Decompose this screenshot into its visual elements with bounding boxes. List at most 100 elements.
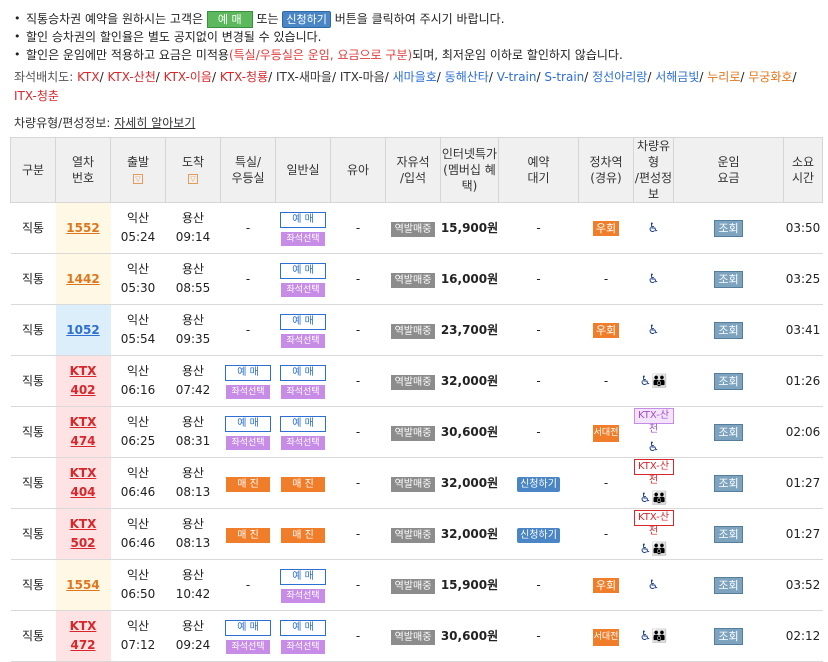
header-stop: 정차역(경유): [579, 138, 634, 203]
select-seat-button[interactable]: 좌석선택: [281, 232, 325, 246]
empty-cell: -: [246, 272, 250, 286]
select-seat-button[interactable]: 좌석선택: [281, 589, 325, 603]
train-number-link[interactable]: 1554: [66, 578, 99, 592]
select-seat-button[interactable]: 좌석선택: [281, 283, 325, 297]
seat-layout-link[interactable]: KTX: [77, 70, 100, 84]
detour-button[interactable]: 우회: [593, 221, 619, 236]
notice-text: 직통승차권 예약을 원하시는 고객은: [26, 12, 203, 26]
select-seat-button[interactable]: 좌석선택: [281, 334, 325, 348]
fare-lookup-button[interactable]: 조회: [714, 220, 742, 237]
separator: /: [792, 70, 796, 84]
select-seat-button[interactable]: 좌석선택: [226, 385, 270, 399]
fare-lookup-button[interactable]: 조회: [714, 373, 742, 390]
sort-arrow-icon[interactable]: ▽: [133, 174, 143, 184]
via-seodaejeon-button[interactable]: 서대전: [593, 629, 619, 646]
empty-cell: -: [246, 578, 250, 592]
arrive-station: 용산: [182, 568, 204, 582]
reserve-button[interactable]: 예 매: [280, 569, 326, 585]
seat-layout-link[interactable]: 정선아리랑: [592, 70, 647, 84]
ktx-sancheon-badge[interactable]: KTX-산천: [634, 510, 674, 526]
detour-button[interactable]: 우회: [593, 578, 619, 593]
fare-lookup-button[interactable]: 조회: [714, 322, 742, 339]
notice-line-3: 할인은 운임에만 적용하고 요금은 미적용(특실/우등실은 운임, 요금으로 구…: [14, 46, 814, 64]
seat-layout-link[interactable]: 서해금빛: [655, 70, 699, 84]
notice-text: 또는: [256, 12, 278, 26]
seat-layout-link[interactable]: 동해산타: [445, 70, 489, 84]
seat-layout-link[interactable]: 무궁화호: [748, 70, 792, 84]
fare-lookup-button[interactable]: 조회: [714, 628, 742, 645]
reserve-button[interactable]: 예 매: [225, 620, 271, 636]
duration: 03:25: [786, 272, 821, 286]
depart-station: 익산: [127, 364, 149, 378]
header-arrive[interactable]: 도착▽: [166, 138, 221, 203]
reserve-button[interactable]: 예 매: [225, 416, 271, 432]
seat-layout-link[interactable]: 새마을호: [393, 70, 437, 84]
train-number-link[interactable]: 1052: [66, 323, 99, 337]
fare-lookup-button[interactable]: 조회: [714, 271, 742, 288]
separator: /: [699, 70, 703, 84]
select-seat-button[interactable]: 좌석선택: [226, 640, 270, 654]
seat-layout-link[interactable]: 누리로: [707, 70, 740, 84]
reserve-button[interactable]: 예 매: [280, 212, 326, 228]
waitlist-signup-button[interactable]: 신청하기: [517, 477, 560, 492]
fare-lookup-button[interactable]: 조회: [714, 424, 742, 441]
reserve-button[interactable]: 예 매: [280, 314, 326, 330]
via-seodaejeon-button[interactable]: 서대전: [593, 425, 619, 442]
fare-lookup-button[interactable]: 조회: [714, 526, 742, 543]
select-seat-button[interactable]: 좌석선택: [281, 640, 325, 654]
wheelchair-icon[interactable]: ♿: [648, 324, 660, 338]
wheelchair-icon[interactable]: ♿: [648, 273, 660, 287]
wheelchair-icon[interactable]: ♿: [640, 492, 652, 506]
wheelchair-icon[interactable]: ♿: [648, 441, 660, 455]
wheelchair-icon[interactable]: ♿: [648, 579, 660, 593]
seat-layout-link[interactable]: S-train: [544, 70, 584, 84]
family-seat-icon[interactable]: 👪: [651, 543, 667, 557]
seat-layout-link[interactable]: KTX-청룡: [220, 70, 268, 84]
seat-layout-link[interactable]: V-train: [497, 70, 537, 84]
reserve-button[interactable]: 예 매: [280, 416, 326, 432]
reserve-button[interactable]: 예 매: [280, 263, 326, 279]
seat-layout-link[interactable]: KTX-산천: [107, 70, 155, 84]
fare-lookup-button[interactable]: 조회: [714, 475, 742, 492]
sort-arrow-icon[interactable]: ▽: [188, 174, 198, 184]
ktx-sancheon-badge[interactable]: KTX-산천: [634, 408, 674, 424]
seat-layout-link[interactable]: ITX-새마을: [276, 70, 332, 84]
family-seat-icon[interactable]: 👪: [651, 375, 667, 389]
infant-cell: -: [356, 476, 360, 490]
train-number-link[interactable]: 1442: [66, 272, 99, 286]
header-car: 차량유형/편성정보: [634, 138, 674, 203]
ktx-sancheon-badge[interactable]: KTX-산천: [634, 459, 674, 475]
seat-layout-link[interactable]: KTX-이음: [164, 70, 212, 84]
seat-layout-link[interactable]: ITX-청춘: [14, 89, 59, 103]
wheelchair-icon[interactable]: ♿: [648, 222, 660, 236]
depart-station: 익산: [127, 517, 149, 531]
seat-layout-link[interactable]: ITX-마음: [340, 70, 385, 84]
reserve-button[interactable]: 예 매: [225, 365, 271, 381]
header-depart[interactable]: 출발▽: [111, 138, 166, 203]
sold-out-badge: 매 진: [226, 528, 270, 543]
vehicle-info-link[interactable]: 자세히 알아보기: [114, 116, 195, 130]
reserve-button[interactable]: 예 매: [280, 620, 326, 636]
detour-button[interactable]: 우회: [593, 323, 619, 338]
stop-cell: -: [604, 272, 608, 286]
waitlist-signup-button[interactable]: 신청하기: [517, 528, 560, 543]
family-seat-icon[interactable]: 👪: [651, 630, 667, 644]
wheelchair-icon[interactable]: ♿: [640, 543, 652, 557]
fare-lookup-button[interactable]: 조회: [714, 577, 742, 594]
wheelchair-icon[interactable]: ♿: [640, 375, 652, 389]
depart-station: 익산: [127, 313, 149, 327]
reserve-wait-cell: -: [536, 221, 540, 235]
reserve-button[interactable]: 예 매: [280, 365, 326, 381]
select-seat-button[interactable]: 좌석선택: [281, 436, 325, 450]
family-seat-icon[interactable]: 👪: [651, 492, 667, 506]
wheelchair-icon[interactable]: ♿: [640, 630, 652, 644]
select-seat-button[interactable]: 좌석선택: [281, 385, 325, 399]
select-seat-button[interactable]: 좌석선택: [226, 436, 270, 450]
train-number-link[interactable]: 1552: [66, 221, 99, 235]
